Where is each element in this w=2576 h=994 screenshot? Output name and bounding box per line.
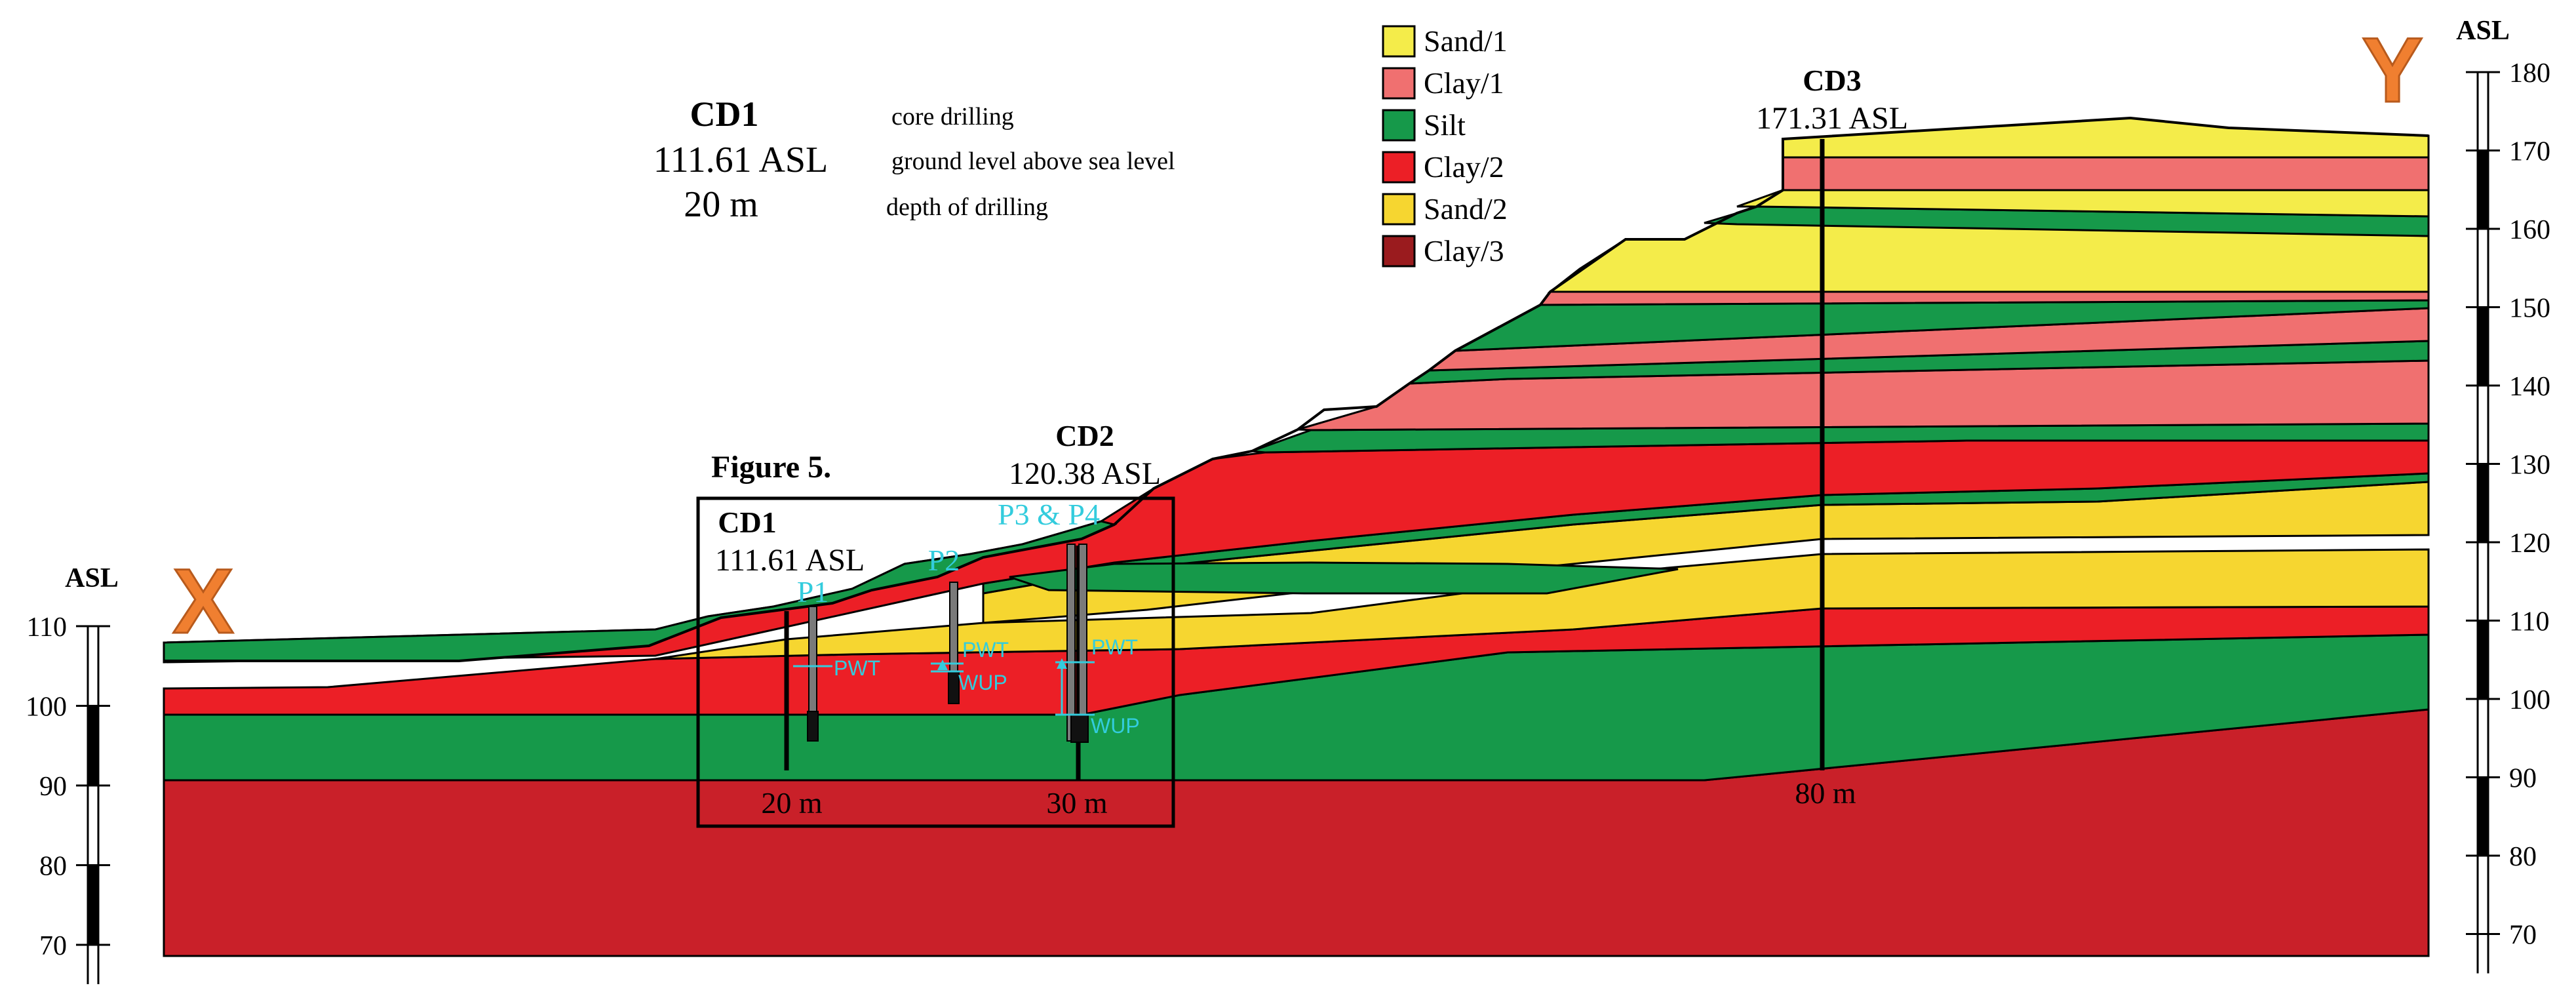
- figure5-label: Figure 5.: [711, 450, 831, 485]
- p34-arrow-head: [1057, 658, 1067, 669]
- right-scale-segment-3: [2478, 307, 2488, 386]
- legend-swatch-1: [1382, 67, 1416, 100]
- key-asl: 111.61 ASL: [654, 140, 829, 180]
- legend-label-1: Clay/1: [1424, 66, 1504, 100]
- legend-label-5: Clay/3: [1424, 234, 1504, 268]
- legend-label-3: Clay/2: [1424, 150, 1504, 184]
- legend: Sand/1 Clay/1 Silt Clay/2 Sand/2 Clay/3: [1382, 24, 1508, 268]
- p2-pwt-label: PWT: [962, 638, 1009, 662]
- strata: [163, 116, 2430, 957]
- p2-filter: [948, 671, 960, 704]
- right-scale-label-0: 180: [2509, 58, 2550, 89]
- right-scale-label-7: 110: [2509, 607, 2549, 637]
- section-label-x: X: [172, 549, 233, 652]
- left-scale-label-0: 110: [27, 612, 67, 643]
- right-scale-label-4: 140: [2509, 372, 2550, 402]
- cd2-asl: 120.38 ASL: [1009, 456, 1161, 491]
- right-scale-label-10: 80: [2509, 842, 2537, 872]
- key-name: CD1: [690, 94, 759, 134]
- drilling-key: CD1 111.61 ASL 20 m core drilling ground…: [654, 94, 1175, 225]
- right-scale-label-2: 160: [2509, 215, 2550, 245]
- water-level-marks: [793, 658, 1095, 716]
- figure5-box: [696, 496, 1175, 828]
- left-scale-segment-3: [88, 865, 98, 945]
- left-scale-label-1: 100: [26, 692, 67, 723]
- right-scale-segment-7: [2478, 620, 2488, 699]
- left-scale-label-4: 70: [39, 931, 67, 961]
- p34-pwt-label: PWT: [1091, 635, 1138, 659]
- legend-swatch-2: [1382, 109, 1416, 142]
- cd3-depth: 80 m: [1795, 776, 1856, 810]
- cd2-label: CD2: [1055, 419, 1114, 452]
- right-scale-label-3: 150: [2509, 294, 2550, 324]
- right-scale-segment-9: [2478, 777, 2488, 856]
- right-scale-label-11: 70: [2509, 921, 2537, 951]
- cd1-label: CD1: [718, 506, 776, 539]
- section-label-y: Y: [2362, 18, 2423, 121]
- p2-label: P2: [928, 544, 960, 577]
- right-scale-label-5: 130: [2509, 450, 2550, 481]
- legend-label-4: Sand/2: [1424, 192, 1508, 226]
- cd3-asl: 171.31 ASL: [1756, 101, 1908, 136]
- p1-pwt-label: PWT: [834, 656, 880, 680]
- p3-tube: [1066, 544, 1076, 742]
- left-scale-title: ASL: [65, 563, 119, 593]
- key-asl-desc: ground level above sea level: [891, 148, 1175, 175]
- p4-tube: [1078, 544, 1087, 742]
- key-name-desc: core drilling: [891, 103, 1014, 130]
- legend-label-2: Silt: [1424, 108, 1466, 142]
- right-scale-label-1: 170: [2509, 137, 2550, 167]
- key-depth: 20 m: [684, 184, 758, 225]
- borehole-labels: CD1 111.61 ASL 20 m CD2 120.38 ASL 30 m …: [715, 64, 1908, 820]
- p1-filter: [807, 711, 819, 742]
- right-scale-label-9: 90: [2509, 764, 2537, 794]
- legend-swatch-0: [1382, 25, 1416, 58]
- cd1-depth: 20 m: [761, 786, 823, 820]
- right-scale-label-6: 120: [2509, 528, 2550, 559]
- right-scale-segment-5: [2478, 464, 2488, 542]
- p1-label: P1: [797, 575, 829, 608]
- piezometers: [807, 544, 1089, 743]
- cd2-depth: 30 m: [1046, 786, 1108, 820]
- right-scale-label-8: 100: [2509, 685, 2550, 715]
- p2-arrow-head: [937, 660, 948, 670]
- ground-surface-line: [164, 116, 2429, 662]
- layer-clay1-top: [1782, 156, 2430, 191]
- left-scale-label-3: 80: [39, 852, 67, 882]
- right-elevation-scale: 180 170 160 150 140 130 120 110 100 90 80 70: [2466, 58, 2550, 974]
- right-scale-segment-1: [2478, 150, 2488, 229]
- p2-wup-label: WUP: [958, 671, 1007, 694]
- legend-swatch-4: [1382, 193, 1416, 226]
- p34-wup-label: WUP: [1091, 714, 1140, 738]
- cd3-label: CD3: [1803, 64, 1861, 97]
- left-scale-label-2: 90: [39, 772, 67, 802]
- piezometer-labels: P1 P2 P3 & P4 PWT PWT WUP PWT WUP: [797, 498, 1140, 738]
- legend-swatch-3: [1382, 151, 1416, 184]
- p34-filter: [1070, 714, 1089, 743]
- key-depth-desc: depth of drilling: [886, 193, 1048, 221]
- legend-swatch-5: [1382, 235, 1416, 268]
- layer-silt-lens: [1009, 561, 1679, 595]
- left-elevation-scale: 110 100 90 80 70: [26, 612, 110, 984]
- cd1-asl: 111.61 ASL: [715, 543, 865, 578]
- right-scale-title: ASL: [2456, 16, 2510, 46]
- p34-label: P3 & P4: [998, 498, 1100, 531]
- left-scale-segment-1: [88, 706, 98, 785]
- legend-label-0: Sand/1: [1424, 24, 1508, 58]
